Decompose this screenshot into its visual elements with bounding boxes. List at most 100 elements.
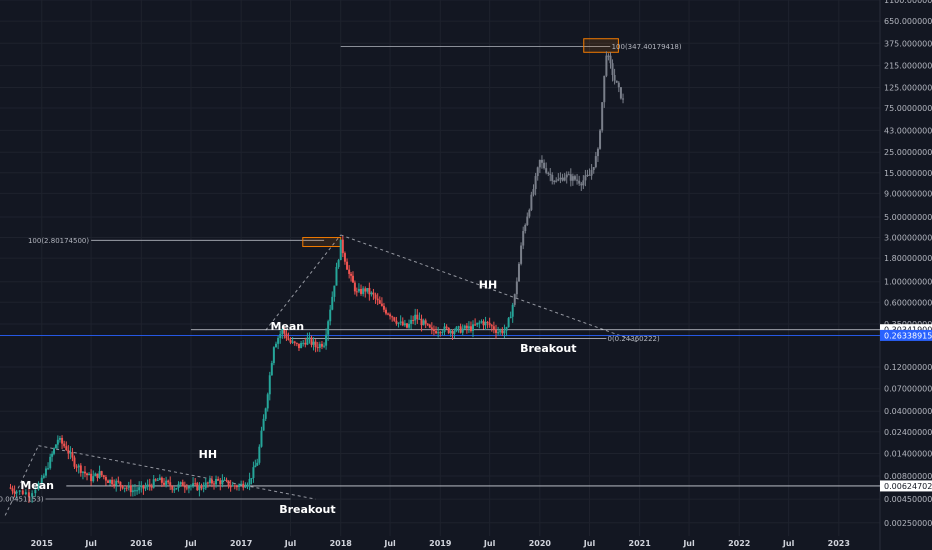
candle-body	[393, 317, 396, 321]
candle-body	[256, 462, 259, 466]
candle-body	[160, 477, 163, 483]
candle-body	[601, 102, 604, 131]
x-tick-label: Jul	[284, 539, 297, 548]
candle-body	[403, 323, 406, 326]
candle-body	[605, 55, 608, 76]
candle-body	[281, 328, 284, 335]
candle-body	[484, 321, 487, 326]
candle-body	[603, 75, 606, 103]
candle-body	[221, 480, 224, 485]
candle-body	[77, 465, 80, 468]
candle-body	[293, 341, 296, 343]
y-tick-label: 9.00000000	[884, 189, 932, 198]
candle-body	[501, 330, 504, 334]
candle-body	[310, 337, 313, 345]
candle-body	[200, 485, 203, 489]
candle-body	[154, 479, 157, 481]
candle-body	[486, 321, 489, 323]
x-tick-label: Jul	[682, 539, 695, 548]
candle-body	[333, 285, 336, 297]
candle-body	[617, 82, 620, 88]
candle-body	[536, 167, 539, 177]
candle-body	[51, 453, 54, 457]
candle-body	[318, 343, 321, 348]
y-tick-label: 0.00800000	[884, 472, 932, 481]
candle-body	[615, 80, 618, 83]
candle-body	[424, 320, 427, 324]
trend-line	[4, 445, 39, 516]
candle-body	[607, 55, 610, 57]
candle-body	[622, 98, 625, 100]
x-tick-label: 2023	[828, 539, 850, 548]
candle-body	[422, 320, 425, 326]
candle-body	[136, 490, 139, 492]
candle-body	[125, 487, 128, 489]
candle-body	[140, 485, 143, 488]
candle-body	[285, 333, 288, 339]
candle-body	[549, 173, 552, 175]
candle-body	[289, 339, 292, 343]
candle-body	[580, 183, 583, 186]
candle-body	[534, 176, 537, 190]
candle-body	[300, 342, 303, 349]
candle-body	[71, 452, 74, 458]
descending-trend-line	[340, 234, 640, 344]
time-axis[interactable]: 2015 Jul 2016 Jul 2017 Jul 2018 Jul 2019 Jul 2020 J…	[31, 539, 850, 548]
candle-body	[225, 479, 228, 481]
candle-body	[492, 326, 495, 330]
price-axis[interactable]: 1100.00000000 650.00000000 375.00000000 215…	[880, 0, 932, 528]
candle-body	[594, 156, 597, 168]
candle-body	[210, 479, 213, 484]
candle-body	[119, 481, 122, 486]
candle-body	[368, 287, 371, 295]
annotation-label: Mean	[270, 320, 304, 333]
candle-body	[181, 482, 184, 487]
candle-body	[175, 488, 178, 490]
candle-body	[351, 275, 354, 283]
candle-body	[435, 331, 438, 334]
candle-body	[53, 448, 56, 454]
fib-label: 0(0.00451153)	[0, 496, 44, 504]
candle-body	[416, 314, 419, 320]
candle-body	[138, 487, 141, 491]
candle-body	[314, 341, 317, 348]
candle-body	[217, 478, 220, 481]
candle-body	[208, 479, 211, 484]
annotation-label: Breakout	[279, 503, 335, 516]
candle-body	[335, 266, 338, 286]
candle-body	[144, 486, 147, 489]
candle-body	[357, 288, 360, 292]
candle-body	[499, 330, 502, 333]
candle-body	[353, 282, 356, 292]
candle-body	[158, 477, 161, 481]
y-tick-label: 0.00450000	[884, 495, 932, 504]
y-tick-label: 375.00000000	[884, 39, 932, 48]
candle-body	[9, 487, 12, 489]
candle-body	[204, 482, 207, 489]
candle-body	[115, 480, 118, 486]
candle-body	[530, 194, 533, 210]
price-tag-background	[880, 324, 932, 336]
y-tick-label: 0.07000000	[884, 385, 932, 394]
candle-body	[229, 486, 232, 488]
candle-body	[559, 177, 562, 180]
y-tick-label: 1100.00000000	[884, 0, 932, 5]
candle-body	[576, 179, 579, 181]
candle-body	[61, 437, 64, 444]
candle-body	[551, 174, 554, 181]
candle-body	[54, 444, 57, 449]
candle-body	[343, 253, 346, 262]
price-tag-background	[880, 329, 932, 341]
x-tick-label: Jul	[383, 539, 396, 548]
candle-body	[348, 269, 351, 274]
candle-body	[67, 450, 70, 454]
candle-body	[586, 174, 589, 176]
candle-body	[316, 347, 319, 349]
candle-body	[387, 313, 390, 315]
candle-body	[206, 482, 209, 484]
y-tick-label: 15.00000000	[884, 169, 932, 178]
candle-body	[355, 291, 358, 293]
y-tick-label: 215.00000000	[884, 62, 932, 71]
